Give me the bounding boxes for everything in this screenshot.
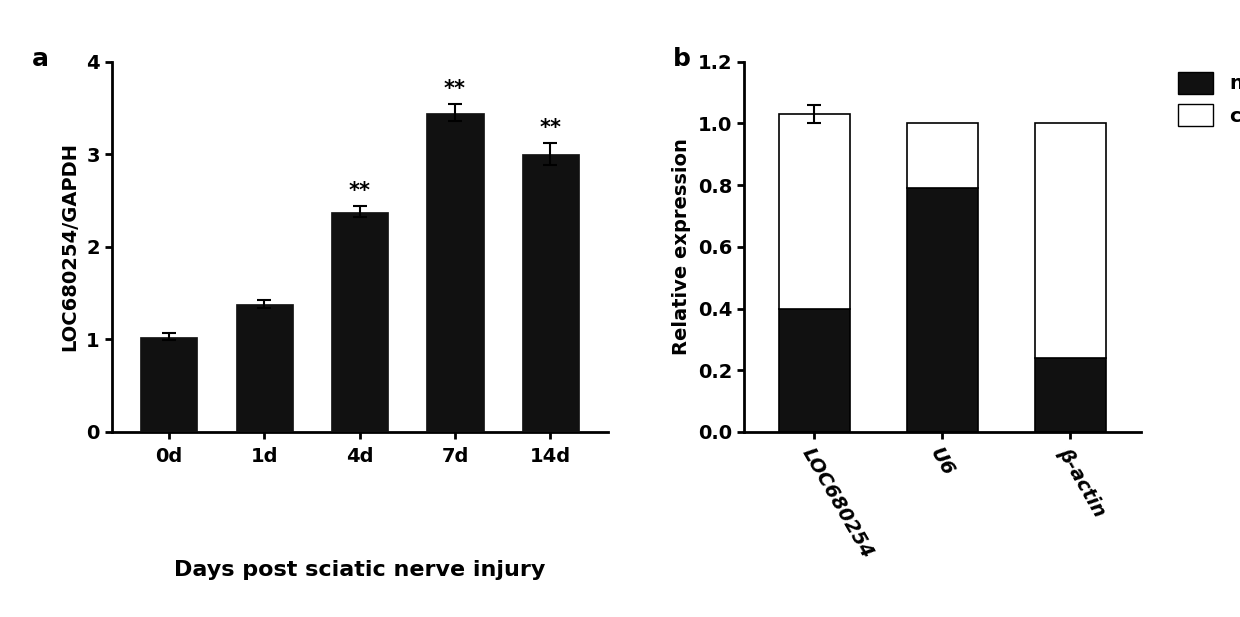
Y-axis label: LOC680254/GAPDH: LOC680254/GAPDH [61, 143, 79, 351]
Bar [236, 304, 293, 432]
Bar [908, 123, 977, 188]
Y-axis label: Relative expression: Relative expression [672, 138, 691, 355]
Text: a: a [32, 47, 50, 71]
Bar [331, 212, 388, 432]
Text: b: b [672, 47, 691, 71]
Bar [1035, 123, 1106, 358]
Text: **: ** [444, 79, 466, 99]
Bar [522, 154, 579, 432]
Bar [140, 337, 197, 432]
Bar [908, 188, 977, 432]
Legend: nuclear, cytoplasm: nuclear, cytoplasm [1171, 64, 1240, 135]
Bar [779, 308, 849, 432]
Bar [1035, 358, 1106, 432]
Text: **: ** [539, 118, 562, 138]
Text: **: ** [348, 181, 371, 201]
Bar [427, 113, 484, 432]
Bar [779, 114, 849, 308]
Text: Days post sciatic nerve injury: Days post sciatic nerve injury [174, 560, 546, 580]
